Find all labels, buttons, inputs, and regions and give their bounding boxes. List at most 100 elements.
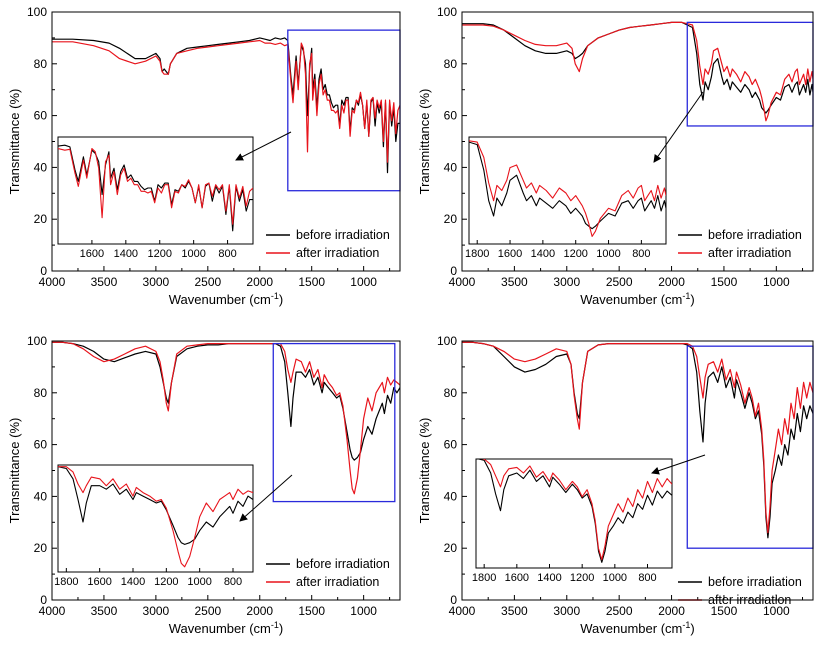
series-after-line	[462, 21, 813, 122]
y-tick-label: 40	[34, 489, 48, 503]
panel-bottom-left: 4000 3500 3000 2500 2000 1500 1000 0 20 40 60 80 100…	[7, 334, 401, 636]
x-tick-label: 4000	[449, 275, 476, 289]
legend-label-before: before irradiation	[708, 575, 802, 589]
series-before-line	[52, 341, 400, 461]
x-tick-label: 3000	[553, 604, 580, 618]
inset-series-group	[469, 140, 666, 237]
y-tick-label: 60	[34, 109, 48, 123]
inset-x-tick-label: 1400	[531, 248, 555, 260]
x-axis-label-main: Wavenumber (cm	[169, 292, 271, 307]
y-tick-label: 80	[34, 386, 48, 400]
inset-series-before-line	[476, 459, 672, 563]
x-tick-label: 1000	[763, 604, 790, 618]
x-axis-label-end: )	[690, 621, 694, 636]
plot-frame	[461, 340, 814, 601]
x-tick-label: 2500	[194, 604, 221, 618]
x-tick-label: 3500	[501, 275, 528, 289]
legend-label-before: before irradiation	[296, 228, 390, 242]
legend-label-after: after irradiation	[296, 246, 379, 260]
inset-x-tick-label: 1200	[147, 248, 171, 260]
y-axis-label: Transmittance (%)	[7, 418, 22, 524]
x-tick-label: 2500	[194, 275, 221, 289]
inset-plot: 1600 1400 1200 1000 800	[57, 136, 254, 260]
inset-x-tick-label: 1000	[187, 576, 211, 588]
y-axis-label: Transmittance (%)	[417, 418, 432, 524]
inset-x-tick-label: 1400	[121, 576, 145, 588]
plot-frame	[461, 11, 814, 272]
x-axis-label: Wavenumber (cm-1)	[580, 291, 694, 307]
inset-x-tick-label: 1200	[570, 572, 594, 584]
x-axis-label-sup: -1	[682, 620, 690, 630]
inset-series-group	[58, 144, 253, 232]
x-tick-label: 4000	[39, 275, 66, 289]
series-group	[462, 21, 813, 122]
x-axis-label-sup: -1	[271, 620, 279, 630]
x-tick-label: 2500	[606, 275, 633, 289]
y-tick-label: 80	[34, 57, 48, 71]
y-tick-label: 60	[444, 109, 458, 123]
series-after-line	[462, 341, 813, 534]
x-tick-label: 4000	[449, 604, 476, 618]
y-tick-label: 100	[437, 5, 457, 19]
x-tick-label: 3000	[143, 604, 170, 618]
x-tick-label: 3500	[91, 275, 118, 289]
y-tick-label: 100	[27, 334, 47, 348]
x-axis-label-sup: -1	[682, 291, 690, 301]
zoom-arrow	[651, 454, 706, 475]
x-tick-label: 3500	[91, 604, 118, 618]
zoom-region-box	[686, 345, 814, 549]
x-tick-label: 4000	[39, 604, 66, 618]
inset-x-tick-label: 1000	[603, 572, 627, 584]
y-tick-label: 20	[34, 541, 48, 555]
inset-x-tick-label: 800	[218, 248, 236, 260]
y-tick-label: 0	[450, 593, 457, 607]
y-tick-label: 0	[40, 264, 47, 278]
x-tick-label: 3000	[143, 275, 170, 289]
y-tick-label: 60	[34, 438, 48, 452]
y-tick-label: 0	[450, 264, 457, 278]
inset-series-group	[476, 459, 672, 563]
inset-series-after-line	[469, 140, 666, 237]
y-tick-label: 80	[444, 386, 458, 400]
zoom-arrow	[235, 131, 292, 161]
x-tick-label: 1000	[350, 275, 377, 289]
x-axis-label-main: Wavenumber (cm	[580, 292, 682, 307]
inset-x-tick-label: 1200	[154, 576, 178, 588]
inset-series-after-line	[58, 466, 253, 568]
series-after-line	[52, 341, 400, 495]
inset-x-tick-label: 800	[632, 248, 650, 260]
inset-x-tick-label: 1600	[87, 576, 111, 588]
x-tick-label: 3500	[501, 604, 528, 618]
x-tick-label: 1000	[350, 604, 377, 618]
x-tick-label: 1500	[298, 604, 325, 618]
y-axis-label: Transmittance (%)	[417, 89, 432, 195]
inset-series-after-line	[58, 147, 253, 225]
legend-label-before: before irradiation	[296, 557, 390, 571]
plot-frame	[51, 340, 401, 601]
x-tick-label: 1000	[763, 275, 790, 289]
y-tick-label: 20	[34, 212, 48, 226]
inset-x-tick-label: 800	[638, 572, 656, 584]
x-axis-label-sup: -1	[271, 291, 279, 301]
inset-x-tick-label: 1600	[80, 248, 104, 260]
zoom-arrow	[239, 474, 293, 522]
y-axis-label: Transmittance (%)	[7, 89, 22, 195]
x-axis-label: Wavenumber (cm-1)	[169, 620, 283, 636]
legend-label-before: before irradiation	[708, 228, 802, 242]
y-tick-label: 20	[444, 212, 458, 226]
legend-label-after: after irradiation	[708, 246, 791, 260]
inset-x-tick-label: 1600	[498, 248, 522, 260]
inset-plot: 1800 1600 1400 1200 1000 800	[465, 136, 667, 260]
x-axis-label-end: )	[279, 621, 283, 636]
inset-x-tick-label: 1000	[181, 248, 205, 260]
x-tick-label: 1500	[711, 604, 738, 618]
x-tick-label: 2000	[246, 275, 273, 289]
y-tick-label: 60	[444, 438, 458, 452]
panel-top-right: 4000 3500 3000 2500 2000 1500 1000 0 20 40 60 80 100…	[417, 5, 814, 307]
legend: before irradiation after irradiation	[678, 228, 802, 260]
inset-x-tick-label: 1200	[563, 248, 587, 260]
y-tick-label: 40	[34, 160, 48, 174]
x-tick-label: 2000	[246, 604, 273, 618]
